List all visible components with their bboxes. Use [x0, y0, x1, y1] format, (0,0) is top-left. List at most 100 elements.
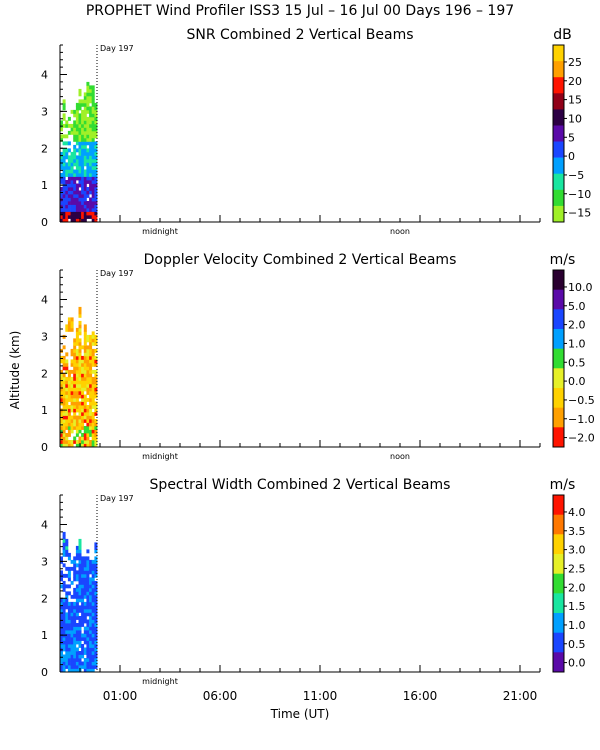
heatmap-cell [65, 573, 69, 578]
heatmap-cell [81, 440, 85, 444]
heatmap-cell [89, 380, 93, 385]
heatmap-cell [91, 661, 95, 666]
heatmap-cell [94, 380, 98, 385]
heatmap-cell [91, 658, 95, 662]
heatmap-cell [91, 334, 95, 339]
heatmap-cell [65, 155, 69, 160]
heatmap-cell [62, 436, 66, 441]
heatmap-cell [78, 348, 82, 353]
heatmap-cell [94, 633, 98, 638]
heatmap-cell [65, 211, 69, 216]
heatmap-cell [86, 173, 90, 177]
time-axis-label: Time (UT) [270, 707, 330, 721]
heatmap-cell [94, 151, 98, 156]
heatmap-cell [70, 317, 74, 322]
heatmap-cell [62, 113, 66, 118]
heatmap-cell [70, 201, 74, 205]
heatmap-cell [94, 127, 98, 132]
heatmap-cell [94, 144, 98, 149]
heatmap-cell [75, 584, 79, 589]
heatmap-cell [91, 369, 95, 374]
colorbar-segment [553, 613, 564, 633]
heatmap-cell [67, 591, 71, 596]
heatmap-cell [94, 376, 98, 381]
heatmap-cell [78, 208, 82, 212]
heatmap-cell [75, 658, 79, 662]
heatmap-cell [89, 563, 93, 568]
heatmap-cell [60, 556, 63, 561]
heatmap-cell [70, 369, 74, 374]
heatmap-cell [78, 201, 82, 205]
heatmap-cell [86, 127, 90, 132]
heatmap-cell [94, 566, 98, 571]
heatmap-cell [91, 348, 95, 353]
heatmap-cell [73, 573, 77, 578]
heatmap-cell [89, 366, 93, 371]
heatmap-cell [75, 601, 79, 606]
heatmap-cell [86, 348, 90, 353]
heatmap-cell [89, 120, 93, 125]
heatmap-cell [83, 201, 87, 205]
heatmap-cell [73, 391, 77, 395]
colorbar: 4.0 3.5 3.0 2.5 2.0 1.5 1.0 0.5 0.0 [552, 494, 586, 673]
heatmap-cell [78, 623, 82, 627]
heatmap-cell [91, 116, 95, 121]
heatmap-cell [75, 165, 79, 170]
heatmap-cell [78, 123, 82, 128]
heatmap-cell [91, 120, 95, 125]
heatmap-cell [62, 535, 66, 540]
heatmap-cell [91, 190, 95, 195]
heatmap-cell [73, 408, 77, 413]
heatmap-cell [94, 440, 98, 444]
heatmap-cell [86, 594, 90, 599]
heatmap-cell [75, 616, 79, 620]
heatmap-cell [86, 415, 90, 420]
heatmap-cell [60, 369, 63, 374]
heatmap-cell [67, 601, 71, 606]
heatmap-cell [86, 366, 90, 371]
heatmap-cell [83, 99, 87, 104]
heatmap-cell [94, 626, 98, 631]
heatmap-cell [62, 401, 66, 406]
heatmap-cell [65, 208, 69, 212]
heatmap-cell [81, 369, 85, 374]
heatmap-cell [67, 556, 71, 561]
heatmap-cell [89, 630, 93, 634]
heatmap-cell [65, 151, 69, 156]
heatmap-cell [60, 608, 63, 613]
heatmap-cell [60, 394, 63, 399]
heatmap-cell [75, 162, 79, 167]
heatmap-cell [89, 619, 93, 624]
heatmap-cell [75, 173, 79, 177]
colorbar-label: 1.5 [568, 600, 586, 613]
heatmap-cell [75, 116, 79, 121]
heatmap-cell [67, 317, 71, 322]
colorbar-segment [553, 534, 564, 555]
heatmap-cell [91, 102, 95, 107]
heatmap-cell [86, 577, 90, 582]
heatmap-cell [78, 633, 82, 638]
heatmap-cell [83, 640, 87, 645]
heatmap-cell [89, 429, 93, 434]
heatmap-cell [83, 92, 87, 97]
colorbar-label: 3.0 [568, 544, 586, 557]
heatmap-cell [70, 443, 74, 448]
heatmap-cell [70, 665, 74, 669]
heatmap-cell [86, 436, 90, 441]
heatmap-cell [75, 383, 79, 388]
heatmap-cell [91, 95, 95, 100]
heatmap-cell [89, 180, 93, 184]
heatmap-cell [83, 591, 87, 596]
heatmap-cell [81, 366, 85, 371]
heatmap-cell [86, 398, 90, 402]
heatmap-cell [91, 194, 95, 198]
heatmap-cell [62, 640, 66, 645]
heatmap-cell [73, 109, 77, 114]
heatmap-cell [91, 187, 95, 191]
heatmap-cell [78, 538, 82, 543]
heatmap-cell [91, 429, 95, 434]
colorbar-frame [552, 494, 565, 673]
heatmap-cell [78, 545, 82, 550]
heatmap-cell [94, 601, 98, 606]
heatmap-cell [62, 204, 66, 209]
